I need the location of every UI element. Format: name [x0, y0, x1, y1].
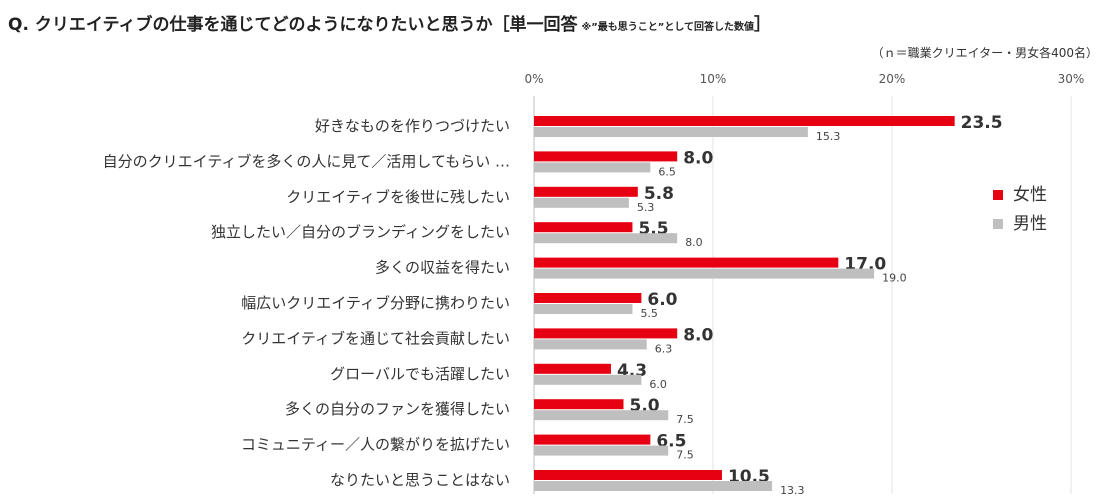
bar-female — [534, 186, 638, 197]
bar-male — [534, 339, 647, 350]
category-label: 幅広いクリエイティブ分野に携わりたい — [241, 294, 510, 312]
value-label-male: 15.3 — [816, 130, 841, 143]
value-label-male: 5.5 — [640, 307, 658, 320]
category-label: なりたいと思うことはない — [330, 471, 510, 489]
category-label: 独立したい／自分のブランディングをしたい — [211, 223, 510, 241]
bar-female — [534, 399, 624, 410]
bar-female — [534, 151, 678, 162]
value-label-male: 7.5 — [676, 449, 694, 462]
value-label-female: 23.5 — [961, 113, 1003, 133]
bar-male — [534, 268, 875, 279]
category-label: コミュニティー／人の繋がりを拡げたい — [241, 436, 510, 454]
bar-male — [534, 410, 669, 421]
value-label-male: 5.3 — [637, 201, 655, 214]
value-label-female: 8.0 — [683, 148, 713, 168]
value-label-male: 13.3 — [780, 484, 805, 497]
value-label-male: 7.5 — [676, 413, 694, 426]
value-label-male: 8.0 — [685, 236, 703, 249]
value-label-male: 19.0 — [882, 272, 907, 285]
category-label: 好きなものを作りつづけたい — [315, 117, 510, 135]
category-label: グローバルでも活躍したい — [330, 365, 510, 383]
bar-male — [534, 197, 629, 208]
bar-male — [534, 162, 651, 173]
bar-female — [534, 434, 651, 445]
bar-male — [534, 374, 642, 385]
bar-female — [534, 470, 722, 480]
bar-female — [534, 328, 678, 339]
x-tick-label: 20% — [879, 72, 906, 86]
bar-female — [534, 222, 633, 233]
bar-female — [534, 363, 611, 374]
chart-title-note: ※”最も思うこと”として回答した数値 — [581, 22, 755, 33]
category-label: 多くの収益を得たい — [375, 259, 510, 277]
legend-swatch — [993, 190, 1003, 200]
bar-male — [534, 233, 678, 244]
value-label-female: 8.0 — [683, 325, 713, 345]
value-label-female: 6.0 — [647, 290, 677, 310]
legend-label: 女性 — [1013, 185, 1047, 205]
sample-size-note: （ｎ＝職業クリエイター・男女各400名） — [871, 46, 1098, 60]
category-label: クリエイティブを通じて社会貢献したい — [241, 329, 510, 347]
value-label-male: 6.5 — [658, 165, 676, 178]
bar-male — [534, 481, 773, 491]
bar-male — [534, 304, 633, 314]
bar-male — [534, 127, 808, 137]
x-tick-label: 10% — [700, 72, 727, 86]
category-label: 自分のクリエイティブを多くの人に見て／活用してもらい … — [103, 152, 510, 170]
bar-female — [534, 116, 955, 126]
bar-female — [534, 257, 839, 268]
value-label-male: 6.0 — [649, 378, 667, 391]
category-label: 多くの自分のファンを獲得したい — [285, 400, 510, 418]
value-label-male: 6.3 — [655, 342, 673, 355]
bar-female — [534, 293, 642, 303]
legend-label: 男性 — [1013, 214, 1047, 234]
chart-title: Q. クリエイティブの仕事を通じてどのようになりたいと思うか［単一回答 — [8, 15, 578, 35]
category-label: クリエイティブを後世に残したい — [286, 188, 510, 206]
value-label-female: 5.8 — [644, 184, 674, 204]
bar-male — [534, 445, 669, 456]
x-tick-label: 30% — [1058, 72, 1085, 86]
chart-title-row: Q. クリエイティブの仕事を通じてどのようになりたいと思うか［単一回答 ※”最も思… — [8, 10, 771, 35]
x-tick-label: 0% — [524, 72, 543, 86]
chart-title-close: ］ — [754, 15, 772, 35]
legend-swatch — [993, 219, 1003, 229]
